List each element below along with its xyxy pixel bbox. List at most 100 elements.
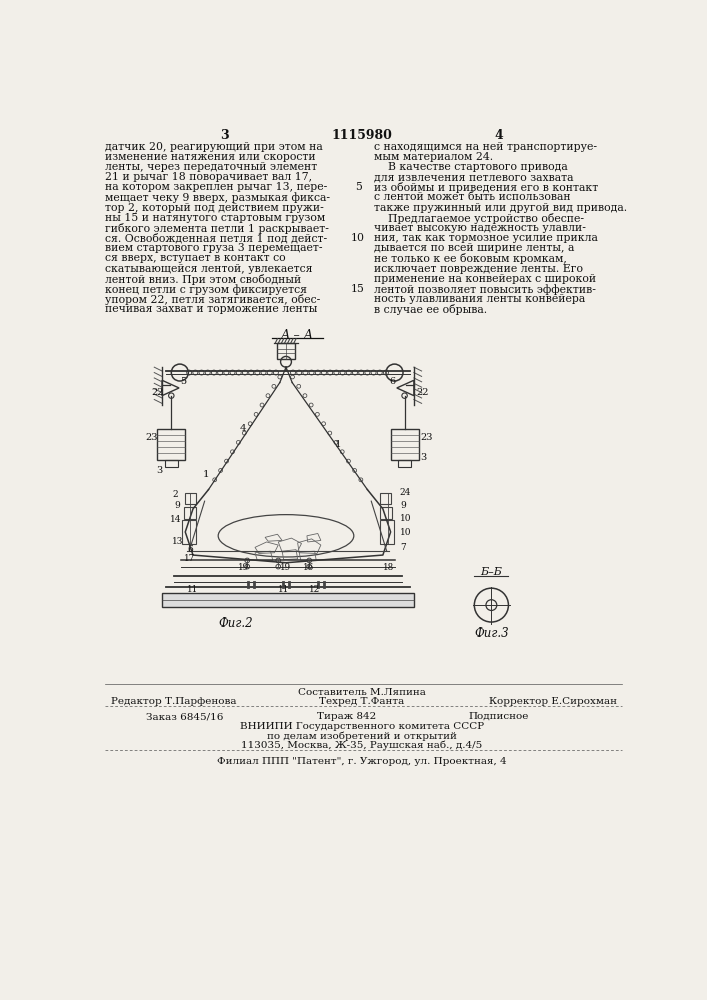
Text: Фиг.3: Фиг.3 xyxy=(474,627,509,640)
Text: Корректор Е.Сирохман: Корректор Е.Сирохман xyxy=(489,697,617,706)
Circle shape xyxy=(276,564,281,569)
Text: с лентой может быть использован: с лентой может быть использован xyxy=(373,192,571,202)
Text: не только к ее боковым кромкам,: не только к ее боковым кромкам, xyxy=(373,253,566,264)
Text: Составитель М.Ляпина: Составитель М.Ляпина xyxy=(298,688,426,697)
Text: 10: 10 xyxy=(351,233,365,243)
Text: 19: 19 xyxy=(238,563,249,572)
Text: дывается по всей ширине ленты, а: дывается по всей ширине ленты, а xyxy=(373,243,574,253)
Text: 12: 12 xyxy=(309,585,320,594)
Text: 24: 24 xyxy=(400,488,411,497)
Text: 9: 9 xyxy=(175,501,180,510)
Text: ВНИИПИ Государственного комитета СССР: ВНИИПИ Государственного комитета СССР xyxy=(240,722,484,731)
Bar xyxy=(185,493,196,504)
Text: лентой позволяет повысить эффектив-: лентой позволяет повысить эффектив- xyxy=(373,284,595,295)
Text: 22: 22 xyxy=(416,388,428,397)
Text: 19: 19 xyxy=(280,563,291,572)
Text: мым материалом 24.: мым материалом 24. xyxy=(373,152,493,162)
Text: 11: 11 xyxy=(279,585,289,594)
Text: 6: 6 xyxy=(187,545,193,554)
Bar xyxy=(380,493,391,504)
Circle shape xyxy=(307,558,312,563)
Text: мещает чеку 9 вверх, размыкая фикса-: мещает чеку 9 вверх, размыкая фикса- xyxy=(105,192,330,203)
Text: 5: 5 xyxy=(180,377,186,386)
Text: ность улавливания ленты конвейера: ность улавливания ленты конвейера xyxy=(373,294,585,304)
Text: 18: 18 xyxy=(383,563,394,572)
Text: 3: 3 xyxy=(221,129,229,142)
Text: скатывающейся лентой, увлекается: скатывающейся лентой, увлекается xyxy=(105,264,313,274)
Text: 9: 9 xyxy=(400,501,406,510)
Text: на котором закреплен рычаг 13, пере-: на котором закреплен рычаг 13, пере- xyxy=(105,182,327,192)
Text: 2: 2 xyxy=(172,490,177,499)
Text: 22: 22 xyxy=(151,388,163,397)
Text: А – А: А – А xyxy=(281,329,314,342)
Text: датчик 20, реагирующий при этом на: датчик 20, реагирующий при этом на xyxy=(105,142,323,152)
Text: Б–Б: Б–Б xyxy=(481,567,502,577)
Bar xyxy=(184,507,196,519)
Bar xyxy=(380,507,392,519)
Text: ся вверх, вступает в контакт со: ся вверх, вступает в контакт со xyxy=(105,253,286,263)
Text: ния, так как тормозное усилие прикла: ния, так как тормозное усилие прикла xyxy=(373,233,597,243)
Text: ленты, через передаточный элемент: ленты, через передаточный элемент xyxy=(105,162,317,172)
Circle shape xyxy=(245,564,250,569)
Text: упором 22, петля затягивается, обес-: упором 22, петля затягивается, обес- xyxy=(105,294,321,305)
Text: 1: 1 xyxy=(203,470,210,479)
Bar xyxy=(182,520,196,544)
Text: изменение натяжения или скорости: изменение натяжения или скорости xyxy=(105,152,316,162)
Bar xyxy=(380,520,394,544)
Text: 14: 14 xyxy=(170,515,181,524)
Text: 1115980: 1115980 xyxy=(332,129,392,142)
Text: Техред Т.Фанта: Техред Т.Фанта xyxy=(320,697,404,706)
Text: из обоймы и приведения его в контакт: из обоймы и приведения его в контакт xyxy=(373,182,598,193)
Bar xyxy=(277,343,295,359)
Text: гибкого элемента петли 1 раскрывает-: гибкого элемента петли 1 раскрывает- xyxy=(105,223,329,234)
Text: 4: 4 xyxy=(240,424,246,433)
Text: вием стартового груза 3 перемещает-: вием стартового груза 3 перемещает- xyxy=(105,243,323,253)
Bar xyxy=(391,429,419,460)
Text: в случае ее обрыва.: в случае ее обрыва. xyxy=(373,304,486,315)
Bar xyxy=(165,460,177,467)
Text: 3: 3 xyxy=(420,453,426,462)
Text: 17: 17 xyxy=(184,554,195,563)
Circle shape xyxy=(168,393,174,398)
Text: Подписное: Подписное xyxy=(468,712,529,721)
Circle shape xyxy=(245,558,250,563)
Text: Предлагаемое устройство обеспе-: Предлагаемое устройство обеспе- xyxy=(373,213,583,224)
Text: Фиг.2: Фиг.2 xyxy=(218,617,253,630)
Text: печивая захват и торможение ленты: печивая захват и торможение ленты xyxy=(105,304,318,314)
Text: 11: 11 xyxy=(187,585,198,594)
Bar xyxy=(162,593,414,607)
Text: Редактор Т.Парфенова: Редактор Т.Парфенова xyxy=(111,697,236,706)
Text: Филиал ППП "Патент", г. Ужгород, ул. Проектная, 4: Филиал ППП "Патент", г. Ужгород, ул. Про… xyxy=(217,757,507,766)
Circle shape xyxy=(402,393,407,398)
Text: с находящимся на ней транспортируе-: с находящимся на ней транспортируе- xyxy=(373,142,597,152)
Text: 10: 10 xyxy=(400,514,411,523)
Text: 15: 15 xyxy=(351,284,365,294)
Text: тор 2, который под действием пружи-: тор 2, который под действием пружи- xyxy=(105,203,325,213)
Text: 113035, Москва, Ж-35, Раушская наб., д.4/5: 113035, Москва, Ж-35, Раушская наб., д.4… xyxy=(241,741,483,750)
Text: 21 и рычаг 18 поворачивает вал 17,: 21 и рычаг 18 поворачивает вал 17, xyxy=(105,172,312,182)
Bar xyxy=(158,429,185,460)
Text: 6: 6 xyxy=(389,377,395,386)
Text: применение на конвейерах с широкой: применение на конвейерах с широкой xyxy=(373,274,596,284)
Circle shape xyxy=(307,564,312,569)
Text: 1: 1 xyxy=(335,440,341,449)
Text: Тираж 842: Тираж 842 xyxy=(317,712,376,721)
Text: В качестве стартового привода: В качестве стартового привода xyxy=(373,162,567,172)
Text: чивает высокую надежность улавли-: чивает высокую надежность улавли- xyxy=(373,223,585,233)
Text: 23: 23 xyxy=(145,433,158,442)
Text: 23: 23 xyxy=(420,433,433,442)
Text: по делам изобретений и открытий: по делам изобретений и открытий xyxy=(267,731,457,741)
Text: ся. Освобожденная петля 1 под дейст-: ся. Освобожденная петля 1 под дейст- xyxy=(105,233,327,244)
Text: 13: 13 xyxy=(172,537,183,546)
Text: для извлечения петлевого захвата: для извлечения петлевого захвата xyxy=(373,172,573,182)
Text: 4: 4 xyxy=(495,129,503,142)
Bar xyxy=(398,460,411,467)
Text: 16: 16 xyxy=(303,563,315,572)
Text: исключает повреждение ленты. Его: исключает повреждение ленты. Его xyxy=(373,264,583,274)
Text: 5: 5 xyxy=(355,182,361,192)
Text: Заказ 6845/16: Заказ 6845/16 xyxy=(146,712,224,721)
Text: 10: 10 xyxy=(400,528,411,537)
Text: также пружинный или другой вид привода.: также пружинный или другой вид привода. xyxy=(373,203,626,213)
Text: конец петли с грузом фиксируется: конец петли с грузом фиксируется xyxy=(105,284,308,295)
Text: лентой вниз. При этом свободный: лентой вниз. При этом свободный xyxy=(105,274,302,285)
